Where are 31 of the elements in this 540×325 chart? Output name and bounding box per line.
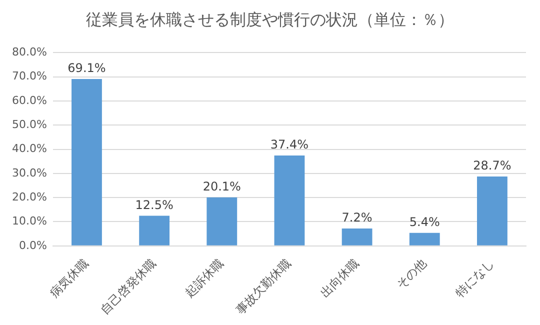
data-label: 7.2% [342, 210, 372, 225]
data-label: 69.1% [68, 61, 106, 76]
y-tick-label: 60.0% [12, 94, 47, 107]
bar [139, 216, 170, 246]
x-tick-label: 起訴休職 [182, 256, 226, 300]
x-tick-label: その他 [394, 256, 429, 292]
y-tick-label: 70.0% [12, 70, 47, 83]
bar [409, 232, 440, 246]
y-tick-label: 30.0% [12, 166, 47, 180]
y-tick-label: 50.0% [12, 118, 47, 131]
data-label: 12.5% [135, 198, 174, 212]
data-label: 37.4% [270, 138, 309, 152]
x-tick-label: 病気休職 [47, 256, 92, 300]
y-tick-label: 10.0% [12, 214, 47, 228]
bar [274, 156, 305, 246]
y-tick-label: 80.0% [12, 45, 47, 58]
bar [342, 228, 372, 246]
bar [72, 78, 102, 246]
bar [206, 197, 238, 246]
y-tick-label: 0.0% [18, 238, 47, 252]
x-tick-label: 特になし [452, 256, 497, 300]
data-label: 28.7% [473, 158, 512, 173]
bar [477, 176, 508, 246]
y-tick-label: 40.0% [12, 142, 47, 156]
x-tick-label: 自己啓発休職 [98, 256, 159, 318]
chart-title: 従業員を休職させる制度や慣行の状況（単位：％） [85, 9, 455, 31]
x-tick-label: 事故欠勤休職 [232, 256, 294, 318]
data-label: 5.4% [409, 214, 440, 229]
data-label: 20.1% [202, 179, 241, 194]
y-tick-label: 20.0% [12, 190, 47, 204]
x-tick-label: 出向休職 [318, 256, 362, 300]
